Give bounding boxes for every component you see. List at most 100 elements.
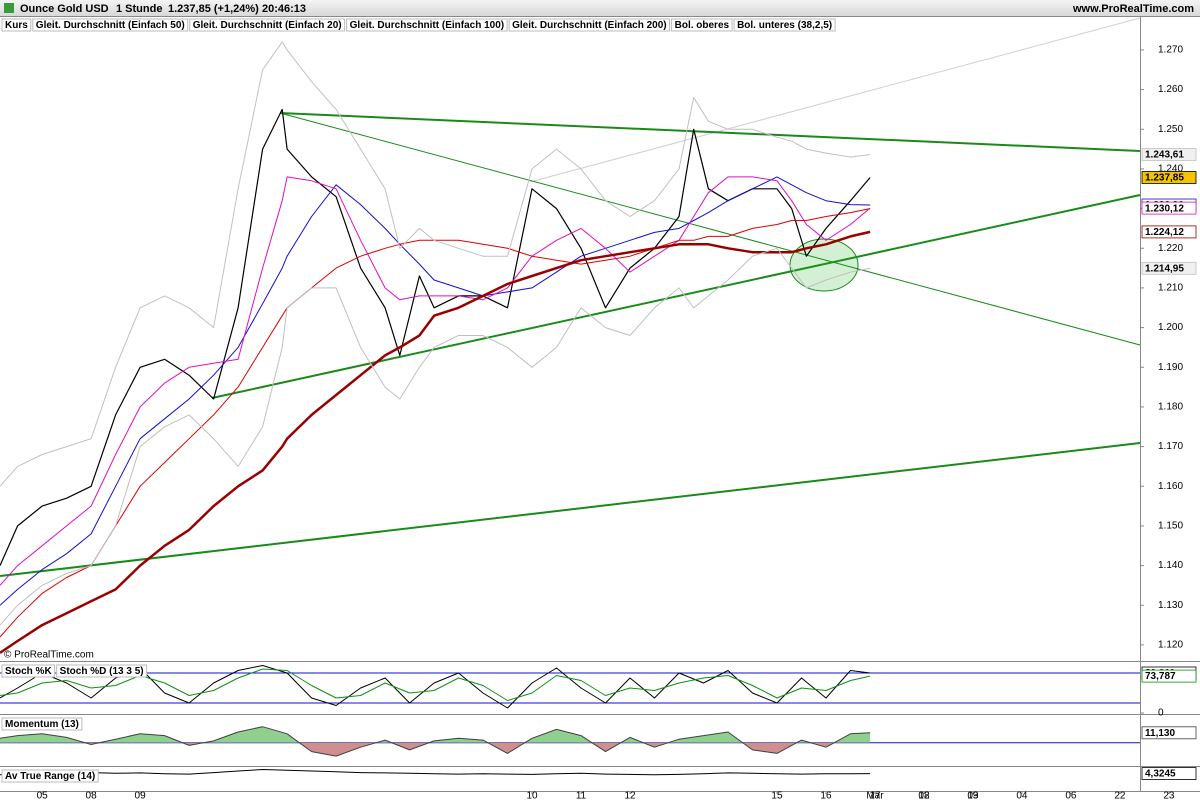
legend-box <box>346 18 508 32</box>
value-label-box <box>1141 726 1197 740</box>
y-tick-label: 1.240 <box>1158 164 1183 175</box>
frame <box>0 16 1200 792</box>
legend-box <box>56 664 148 678</box>
legend-box <box>733 18 836 32</box>
x-tick-label: 18 <box>918 791 930 800</box>
app-icon <box>4 3 14 13</box>
value-label-box <box>1141 669 1197 683</box>
value-label: 1.224,12 <box>1145 227 1184 238</box>
legend-entry: Gleit. Durchschnitt (Einfach 100) <box>350 20 504 31</box>
x-tick-label: 16 <box>820 791 832 800</box>
value-label-box <box>1141 261 1197 275</box>
legend-box <box>1 769 99 783</box>
title-bar <box>0 0 1200 16</box>
series-line <box>0 769 871 776</box>
legend-box <box>671 18 733 32</box>
y-tick-label: 1.250 <box>1158 124 1183 135</box>
x-tick-label: 10 <box>526 791 538 800</box>
series-line <box>0 208 871 638</box>
x-tick-label: 19 <box>967 791 979 800</box>
y-tick-label: 0 <box>1158 708 1164 719</box>
legend-box <box>189 18 346 32</box>
x-tick-label: 04 <box>1016 791 1028 800</box>
interval: 1 Stunde <box>116 3 162 15</box>
x-tick-label: Mär <box>866 791 884 800</box>
legend-box <box>1 664 56 678</box>
quote: 1.237,85 (+1,24%) <box>168 3 259 15</box>
legend-entry: Kurs <box>5 20 28 31</box>
trendline <box>529 130 721 183</box>
value-label: 1.230,12 <box>1145 203 1184 214</box>
legend-entry: Bol. oberes <box>675 20 730 31</box>
value-label: 1.243,61 <box>1145 150 1184 161</box>
y-tick-label: 1.160 <box>1158 481 1183 492</box>
y-tick-label: 1.200 <box>1158 322 1183 333</box>
trendline <box>0 442 1141 577</box>
y-tick-label: 1.220 <box>1158 243 1183 254</box>
value-label: 73,787 <box>1145 671 1176 682</box>
x-tick-label: 06 <box>1065 791 1077 800</box>
legend-entry: Gleit. Durchschnitt (Einfach 20) <box>193 20 342 31</box>
legend-entry: Momentum (13) <box>5 719 79 730</box>
series-line <box>0 176 871 606</box>
legend-entry: Stoch %D (13 3 5) <box>60 666 144 677</box>
legend-box <box>32 18 189 32</box>
value-label-box <box>1141 148 1197 162</box>
y-tick-label: 1.130 <box>1158 600 1183 611</box>
series-line <box>0 726 871 757</box>
y-tick-label: 1.140 <box>1158 560 1183 571</box>
series-line <box>0 230 871 654</box>
value-label: 1.214,95 <box>1145 263 1184 274</box>
area-below <box>84 742 835 757</box>
legend-box <box>1 18 32 32</box>
series-line <box>0 41 871 487</box>
value-label-box <box>1141 171 1197 184</box>
y-tick-label: 1.260 <box>1158 84 1183 95</box>
area-above <box>0 726 871 743</box>
x-tick-label: 17 <box>869 791 881 800</box>
series-line <box>0 108 871 566</box>
value-label-box <box>1141 225 1197 239</box>
highlight-circle <box>789 238 859 292</box>
legend-entry: Gleit. Durchschnitt (Einfach 50) <box>36 20 185 31</box>
y-tick-label: 1.170 <box>1158 441 1183 452</box>
legend-entry: Bol. unteres (38,2,5) <box>737 20 832 31</box>
trendline <box>719 17 1141 132</box>
x-tick-label: 15 <box>771 791 783 800</box>
legend-box <box>1 717 83 731</box>
value-label: 11,130 <box>1145 728 1175 739</box>
y-tick-label: 1.270 <box>1158 45 1183 56</box>
x-tick-label: 23 <box>1163 791 1175 800</box>
y-tick-label: 1.150 <box>1158 521 1183 532</box>
legend-box <box>508 18 671 32</box>
x-tick-label: 12 <box>624 791 636 800</box>
instrument: Ounce Gold USD <box>20 3 109 15</box>
value-label-box <box>1141 201 1197 215</box>
legend-entry: Gleit. Durchschnitt (Einfach 200) <box>512 20 666 31</box>
y-tick-label: 1.210 <box>1158 283 1183 294</box>
x-tick-label: 11 <box>576 791 587 800</box>
x-tick-label: 03 <box>967 791 979 800</box>
series-line <box>0 247 871 626</box>
value-label-box <box>1141 767 1197 780</box>
series-line <box>0 176 871 586</box>
x-tick-label: 05 <box>37 791 49 800</box>
x-tick-label: 02 <box>918 791 930 800</box>
site: www.ProRealTime.com <box>1072 3 1194 15</box>
copyright: © ProRealTime.com <box>4 650 94 661</box>
trendline <box>211 194 1141 399</box>
y-tick-label: 1.120 <box>1158 640 1183 651</box>
value-label: 1.237,85 <box>1145 173 1184 184</box>
y-tick-label: 1.190 <box>1158 362 1183 373</box>
time: 20:46:13 <box>262 3 306 15</box>
legend-entry: Stoch %K <box>5 666 52 677</box>
x-tick-label: 09 <box>135 791 147 800</box>
trendlines <box>0 17 1141 577</box>
x-tick-label: 22 <box>1114 791 1126 800</box>
legend-entry: Av True Range (14) <box>5 771 95 782</box>
x-tick-label: 08 <box>86 791 98 800</box>
y-tick-label: 1.180 <box>1158 402 1183 413</box>
trendline <box>279 112 1141 152</box>
trendline <box>279 112 1141 346</box>
